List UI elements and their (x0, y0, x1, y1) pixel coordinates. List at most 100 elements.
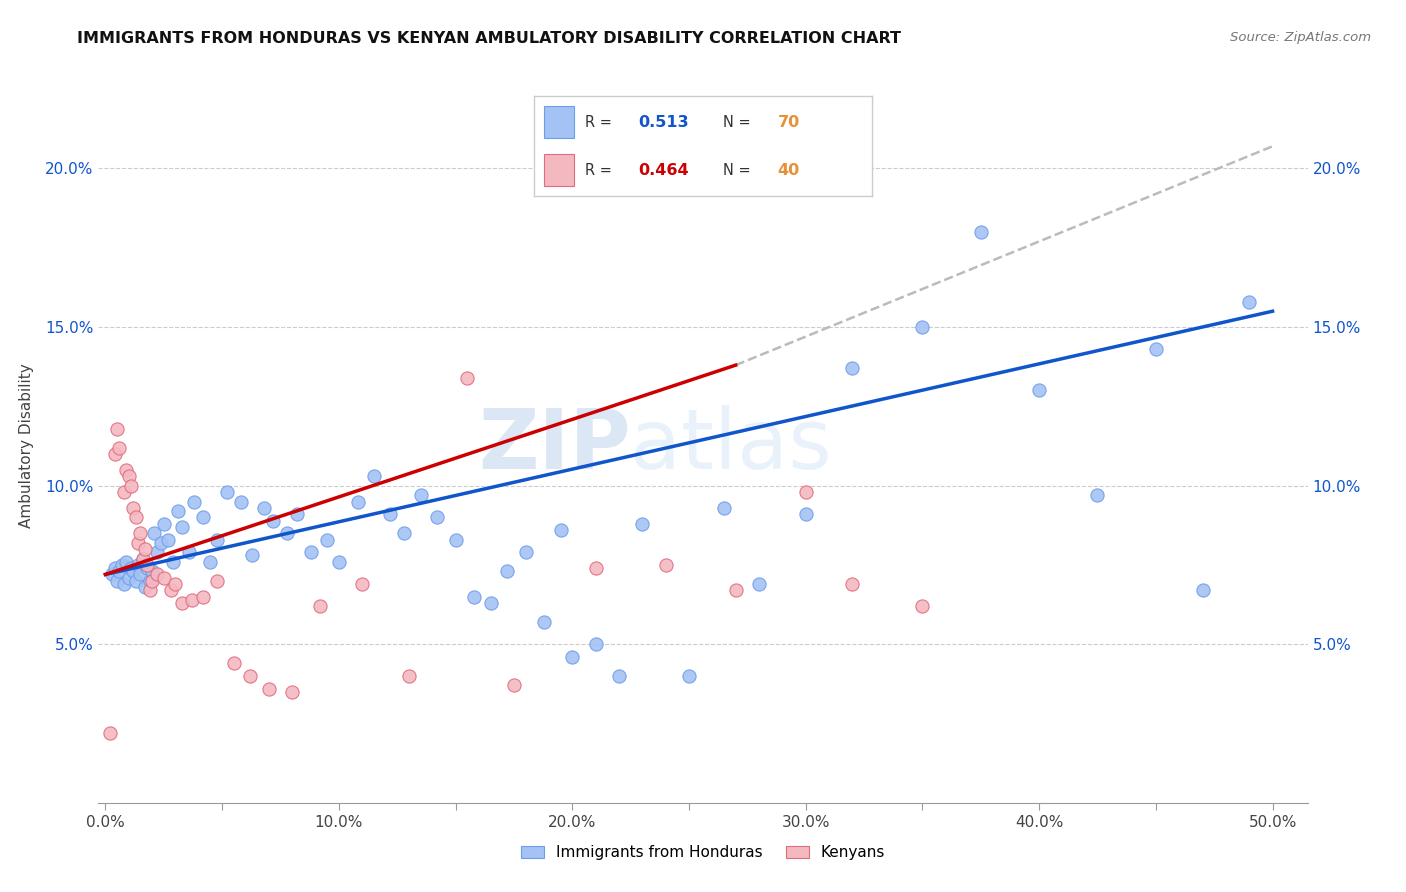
Point (207, 533, 229, 547)
Point (125, 574, 148, 588)
Legend: Immigrants from Honduras, Kenyans: Immigrants from Honduras, Kenyans (515, 839, 891, 866)
Point (299, 545, 322, 559)
Point (222, 657, 245, 671)
Point (111, 558, 134, 572)
Point (463, 590, 485, 604)
Point (105, 421, 128, 435)
Point (392, 526, 415, 541)
Point (207, 574, 229, 588)
Point (585, 561, 607, 575)
Point (132, 551, 155, 566)
Point (841, 577, 863, 591)
Point (115, 555, 138, 569)
Point (136, 561, 159, 575)
Point (105, 574, 128, 588)
Point (380, 507, 402, 521)
Point (129, 567, 152, 582)
Point (263, 514, 285, 528)
Point (152, 516, 174, 531)
Point (134, 580, 156, 594)
Point (561, 649, 583, 664)
Point (98, 726, 121, 740)
Point (157, 533, 180, 547)
Point (132, 551, 155, 566)
Point (794, 485, 817, 500)
Point (104, 447, 127, 461)
Point (118, 469, 141, 483)
Point (309, 599, 332, 614)
Point (166, 504, 188, 518)
Point (120, 561, 142, 575)
Point (496, 564, 519, 578)
Point (533, 615, 555, 629)
Point (162, 555, 184, 569)
Point (724, 583, 747, 598)
Point (346, 494, 368, 508)
Point (1144, 343, 1167, 357)
Point (242, 549, 264, 563)
Point (183, 494, 205, 508)
Point (141, 564, 163, 578)
Point (152, 571, 174, 585)
Point (143, 526, 166, 541)
Point (631, 516, 654, 531)
Point (911, 599, 934, 614)
Point (193, 590, 215, 604)
Point (101, 567, 124, 582)
Point (122, 564, 145, 578)
Point (115, 463, 138, 477)
Point (841, 361, 863, 376)
Point (108, 564, 131, 578)
Point (328, 555, 350, 569)
Point (285, 507, 308, 521)
Point (127, 558, 149, 572)
Point (276, 526, 298, 541)
Point (122, 500, 145, 515)
Text: Source: ZipAtlas.com: Source: ZipAtlas.com (1230, 31, 1371, 45)
Point (146, 545, 169, 559)
Point (409, 488, 432, 502)
Point (479, 596, 502, 610)
Point (281, 685, 304, 699)
Point (139, 574, 162, 588)
Point (141, 574, 163, 588)
Point (503, 678, 526, 692)
Point (426, 510, 449, 524)
Point (363, 469, 385, 483)
Point (654, 558, 676, 572)
Point (150, 535, 173, 549)
Point (748, 577, 770, 591)
Point (253, 500, 276, 515)
Point (794, 507, 817, 521)
Point (200, 555, 222, 569)
Point (1237, 294, 1260, 309)
Point (239, 669, 262, 683)
Point (179, 545, 201, 559)
Point (970, 225, 993, 239)
Point (398, 669, 420, 683)
Point (118, 571, 141, 585)
Point (215, 485, 238, 500)
Point (456, 371, 478, 385)
Point (180, 592, 202, 607)
Point (159, 583, 181, 598)
Point (134, 542, 156, 557)
Point (125, 510, 148, 524)
Point (136, 558, 159, 572)
Point (172, 596, 194, 610)
Point (585, 637, 607, 651)
Point (607, 669, 630, 683)
Point (515, 545, 537, 559)
Point (129, 526, 152, 541)
Point (678, 669, 700, 683)
Point (172, 520, 194, 534)
Point (165, 577, 187, 591)
Point (193, 510, 215, 524)
Point (139, 583, 162, 598)
Point (1191, 583, 1213, 598)
Point (911, 320, 934, 334)
Point (352, 577, 374, 591)
Point (550, 523, 572, 537)
Text: IMMIGRANTS FROM HONDURAS VS KENYAN AMBULATORY DISABILITY CORRELATION CHART: IMMIGRANTS FROM HONDURAS VS KENYAN AMBUL… (77, 31, 901, 46)
Point (120, 478, 142, 492)
